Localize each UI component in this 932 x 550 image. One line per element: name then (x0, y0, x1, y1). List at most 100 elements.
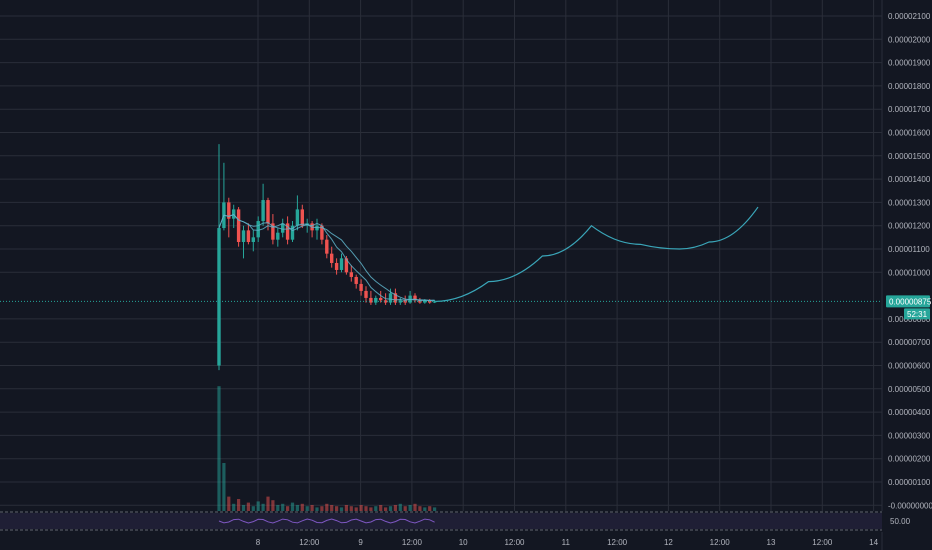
volume-bar (315, 507, 319, 511)
volume-bar (256, 501, 260, 511)
volume-bar (339, 507, 344, 511)
volume-bar (344, 505, 348, 511)
volume-bar (251, 506, 255, 511)
price-tick-label: 0.00000500 (888, 385, 931, 394)
pane-level-label: 50.00 (890, 517, 911, 526)
volume-bar (266, 496, 270, 511)
volume-bar (413, 503, 417, 511)
candle-body (339, 258, 344, 270)
candle-body (374, 297, 378, 303)
price-tick-label: 0.00000200 (888, 455, 931, 464)
time-tick-label: 12:00 (607, 538, 628, 547)
volume-bar (354, 507, 358, 511)
volume-bar (384, 507, 388, 511)
candle-body (290, 225, 295, 240)
countdown-label: 52:31 (907, 310, 928, 319)
volume-bar (286, 506, 290, 511)
volume-bar (418, 506, 422, 511)
candle-body (379, 297, 383, 301)
price-tick-label: 0.00001600 (888, 129, 931, 138)
price-tick-label: 0.00002100 (888, 12, 931, 21)
moving-average-line (218, 214, 435, 302)
candle-body (330, 253, 334, 263)
time-tick-label: 14 (869, 538, 878, 547)
time-tick-label: 8 (256, 538, 261, 547)
volume-bar (325, 503, 329, 511)
candle-body (246, 230, 251, 243)
indicator-line (218, 518, 435, 524)
candle-body (285, 223, 290, 240)
time-axis[interactable]: 8 12:00 9 12:00 10 12:00 11 12:00 12 12:00 13 12:00… (256, 538, 879, 547)
time-tick-label: 12:00 (710, 538, 731, 547)
volume-bar (241, 505, 246, 511)
volume-bar (369, 507, 373, 511)
volume-bar (295, 505, 299, 511)
volume-bar (237, 499, 241, 511)
volume-bar (227, 496, 231, 511)
price-tick-label: 0.00000700 (888, 338, 931, 347)
candle-body (383, 300, 388, 303)
time-tick-label: 13 (767, 538, 776, 547)
candle-body (364, 290, 368, 298)
last-price-label: 0.00000875 (889, 297, 932, 306)
candle-body (393, 293, 398, 303)
candle-body (227, 202, 231, 219)
volume-bar (403, 506, 407, 511)
volume-bars (217, 386, 437, 511)
indicator-pane: 50.00 (0, 511, 932, 532)
volume-bar (433, 507, 437, 511)
volume-bar (335, 506, 339, 511)
price-tick-label: 0.00000400 (888, 408, 931, 417)
candle-body (256, 221, 260, 238)
projection-curve (434, 206, 759, 303)
pane-background (0, 511, 932, 532)
price-tick-label: 0.00002000 (888, 35, 931, 44)
time-tick-label: 12:00 (402, 538, 423, 547)
candle-body (251, 237, 255, 243)
candle-body (266, 200, 270, 224)
volume-bar (330, 505, 334, 511)
time-tick-label: 12:00 (299, 538, 320, 547)
chart-grid (0, 0, 883, 550)
moving-average-line (218, 214, 435, 301)
candle-body (388, 293, 393, 303)
price-tick-label: 0.00001700 (888, 105, 931, 114)
volume-bar (398, 503, 402, 511)
countdown-badge (904, 308, 930, 320)
price-tick-label: 0.00001900 (888, 59, 931, 68)
last-price-tag: 0.00000875 52:31 (0, 295, 932, 320)
volume-bar (349, 506, 353, 511)
price-tick-label: 0.00001800 (888, 82, 931, 91)
volume-bar (232, 503, 236, 511)
volume-bar (246, 502, 250, 511)
candle-body (217, 228, 221, 366)
candle-body (320, 225, 324, 240)
price-tick-label: -0.00000000 (888, 501, 932, 510)
price-tick-label: 0.00000100 (888, 478, 931, 487)
time-tick-label: 10 (459, 538, 468, 547)
volume-bar (261, 503, 265, 511)
volume-bar (374, 506, 378, 511)
candle-body (232, 209, 236, 219)
price-tick-label: 0.00001100 (888, 245, 930, 254)
time-tick-label: 12:00 (504, 538, 525, 547)
candle-body (354, 276, 358, 284)
candle-body (349, 272, 353, 277)
price-tick-label: 0.00000600 (888, 362, 931, 371)
volume-bar (222, 463, 226, 511)
volume-bar (428, 506, 432, 511)
pane-band-fill (0, 513, 882, 529)
candle-body (325, 239, 329, 254)
volume-bar (310, 505, 314, 511)
candle-body (344, 258, 349, 273)
volume-bar (276, 505, 280, 511)
time-tick-label: 9 (358, 538, 363, 547)
price-tick-label: 0.00001400 (888, 175, 931, 184)
price-tick-label: 0.00001000 (888, 268, 931, 277)
candle-body (281, 223, 285, 233)
candle-body (334, 262, 339, 270)
volume-bar (305, 506, 309, 511)
volume-bar (320, 506, 324, 511)
